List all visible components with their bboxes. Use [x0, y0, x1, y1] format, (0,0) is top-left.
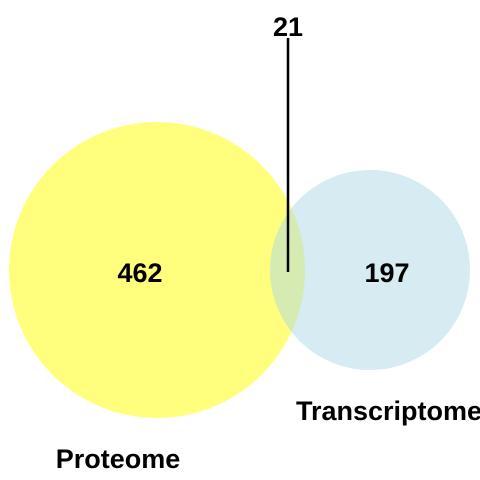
- proteome-label: Proteome: [56, 444, 181, 474]
- transcriptome-circle: [270, 170, 470, 370]
- intersection-count: 21: [273, 12, 303, 42]
- transcriptome-label: Transcriptome: [296, 396, 480, 426]
- transcriptome-only-count: 197: [364, 258, 409, 288]
- proteome-circle: [9, 122, 305, 418]
- proteome-only-count: 462: [117, 258, 162, 288]
